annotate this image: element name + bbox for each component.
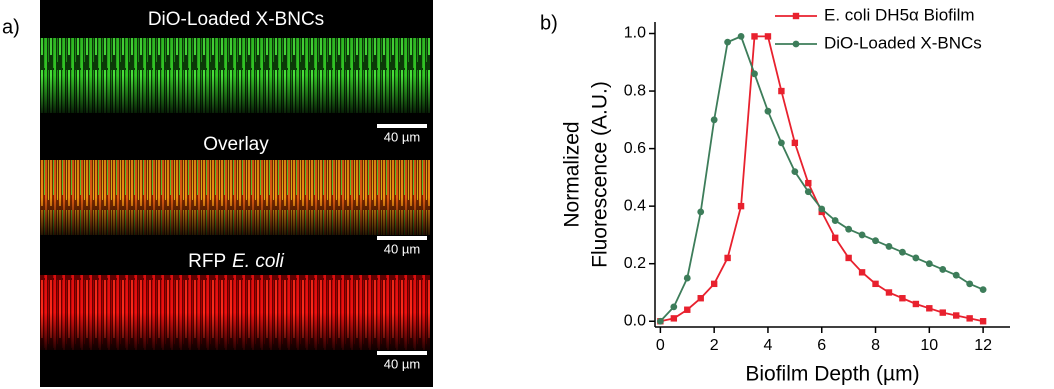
y-tick-label: 1.0: [624, 25, 646, 42]
point: [979, 318, 987, 325]
image-title-part: E. coli: [232, 251, 285, 272]
y-axis-label: Fluorescence (A.U.): [589, 81, 612, 268]
point: [885, 289, 893, 296]
point: [764, 33, 772, 40]
legend-marker: [792, 40, 800, 48]
series-line: [660, 35, 984, 323]
x-axis-label: Biofilm Depth (µm): [745, 363, 919, 386]
strip-shade: [40, 275, 430, 350]
point: [966, 315, 973, 322]
y-axis-label: Normalized: [561, 121, 584, 227]
panel-label: b): [540, 12, 558, 34]
x-tick-label: 2: [710, 337, 719, 354]
x-tick-label: 0: [656, 337, 665, 354]
series-line: [659, 35, 984, 322]
point: [670, 315, 678, 322]
y-tick-label: 0.0: [624, 312, 646, 329]
scale-bar: [377, 236, 427, 240]
image-title: RFP E. coli: [188, 251, 285, 272]
image-title: Overlay: [203, 134, 269, 155]
x-tick-label: 4: [764, 337, 773, 354]
point: [952, 271, 960, 279]
point: [697, 208, 705, 216]
y-tick-label: 0.4: [624, 197, 646, 214]
point: [912, 300, 920, 308]
point: [818, 205, 826, 213]
legend-label: E. coli DH5α Biofilm: [824, 5, 975, 24]
y-tick-label: 0.8: [624, 82, 646, 99]
chart: 0 2 4 6 8 10 12 0.0 0.2 0.4 0.6 0.8 1.0 Biofilm Depth…: [561, 5, 1010, 386]
point: [710, 116, 718, 124]
point: [724, 38, 732, 46]
point: [791, 139, 799, 147]
point: [926, 305, 933, 312]
image-title: DiO-Loaded X-BNCs: [148, 9, 324, 30]
point: [751, 70, 758, 78]
point: [939, 309, 946, 316]
y-tick-label: 0.2: [624, 255, 646, 272]
point: [939, 266, 947, 273]
point: [831, 234, 839, 242]
point: [724, 254, 731, 262]
point: [697, 295, 704, 302]
point: [845, 225, 853, 233]
arrow: [433, 194, 472, 272]
point: [899, 248, 906, 256]
point: [683, 274, 691, 282]
point: [858, 231, 866, 239]
image-title-part: RFP: [188, 251, 226, 272]
scale-bar-label: 40 µm: [384, 241, 420, 256]
x-tick-label: 12: [974, 337, 992, 354]
point: [845, 254, 852, 262]
point: [872, 237, 879, 245]
panel-label: a): [2, 16, 20, 38]
point: [656, 317, 664, 325]
point: [710, 280, 718, 288]
point: [912, 254, 920, 262]
point: [831, 217, 839, 224]
arrow: [433, 38, 472, 141]
point: [751, 33, 758, 40]
point: [872, 280, 879, 288]
point: [791, 168, 799, 176]
legend-label: DiO-Loaded X-BNCs: [824, 33, 982, 52]
point: [899, 295, 906, 302]
point: [778, 139, 785, 147]
legend-marker: [792, 12, 800, 20]
strip-shade: [40, 38, 430, 113]
annotation: Biofilm: [461, 145, 512, 164]
point: [885, 243, 893, 250]
x-tick-label: 6: [817, 337, 826, 354]
point: [778, 87, 785, 95]
scale-bar: [377, 124, 427, 128]
point: [804, 188, 812, 196]
point: [858, 269, 866, 276]
scale-bar-label: 40 µm: [384, 356, 420, 371]
point: [953, 312, 960, 319]
point: [764, 107, 772, 115]
x-tick-label: 8: [871, 337, 880, 354]
scale-bar-label: 40 µm: [384, 129, 420, 144]
point: [805, 179, 812, 187]
point: [670, 303, 678, 311]
point: [684, 306, 691, 313]
x-tick-label: 10: [920, 337, 938, 354]
scale-bar: [377, 351, 427, 355]
point: [966, 280, 974, 288]
annotation: Surface: [458, 165, 517, 184]
point: [925, 260, 933, 268]
strip-shade: [40, 160, 430, 235]
point: [979, 286, 987, 293]
point: [737, 32, 745, 40]
y-tick-label: 0.6: [624, 140, 646, 157]
point: [737, 202, 745, 210]
